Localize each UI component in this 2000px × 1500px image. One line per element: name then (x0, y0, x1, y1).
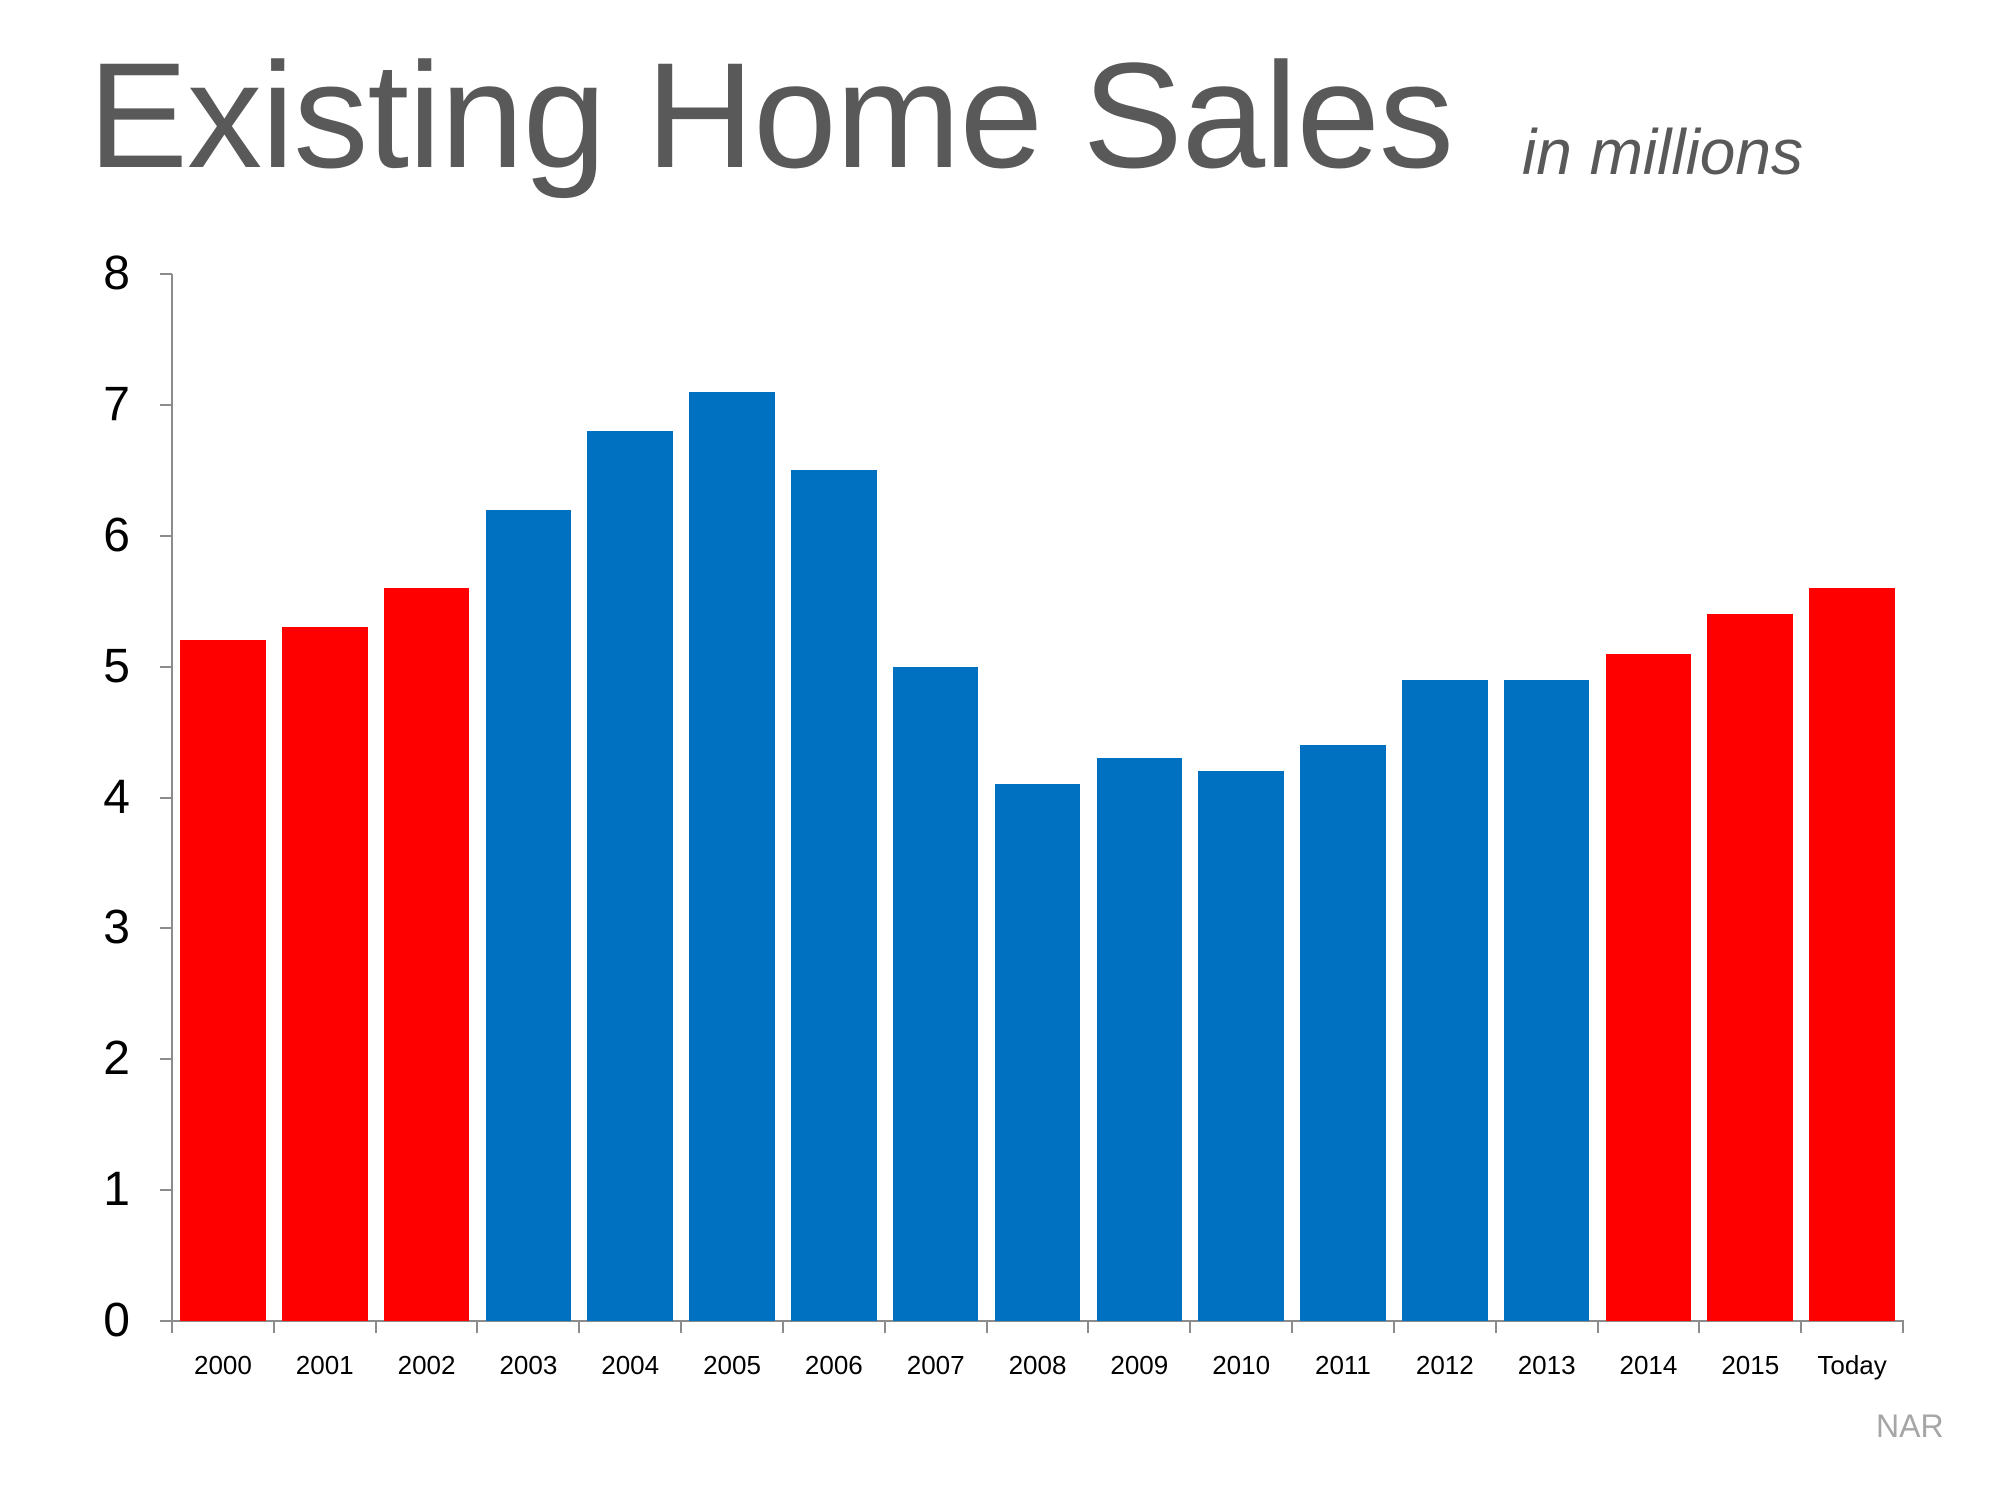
chart-subtitle: in millions (1522, 116, 1803, 188)
x-tick (171, 1321, 173, 1333)
x-tick (1596, 1321, 1599, 1333)
x-tick-label: 2004 (601, 1350, 660, 1380)
source-label: NAR (1876, 1408, 1944, 1444)
y-tick (160, 1189, 172, 1192)
x-tick-label: 2007 (906, 1350, 965, 1380)
y-tick (160, 534, 172, 537)
y-tick-label: 6 (103, 508, 130, 562)
x-tick (1800, 1321, 1803, 1333)
x-tick (476, 1321, 479, 1333)
y-tick-label: 8 (103, 247, 130, 300)
y-tick-label: 2 (103, 1032, 130, 1086)
x-tick-label: 2003 (499, 1350, 558, 1380)
x-tick-label: Today (1817, 1350, 1887, 1380)
x-tick-label: 2010 (1212, 1350, 1271, 1380)
bar-2004 (587, 431, 673, 1321)
x-tick (578, 1321, 581, 1333)
x-tick (1189, 1321, 1192, 1333)
bar-2014 (1605, 653, 1692, 1321)
x-tick (985, 1321, 988, 1333)
x-tick-label: 2002 (397, 1350, 456, 1380)
x-tick (1494, 1321, 1497, 1333)
x-tick-label: 2009 (1110, 1350, 1169, 1380)
bar-2015 (1707, 614, 1794, 1321)
x-tick (1392, 1321, 1395, 1333)
x-tick (374, 1321, 377, 1333)
y-tick (160, 403, 172, 406)
bar-2003 (485, 509, 572, 1321)
x-tick-label: 2014 (1619, 1350, 1678, 1380)
bar-2010 (1198, 771, 1284, 1321)
x-tick-label: 2011 (1314, 1350, 1371, 1380)
y-axis-line (171, 274, 173, 1322)
bar-2013 (1503, 679, 1590, 1321)
x-tick (883, 1321, 886, 1333)
x-tick-label: 2005 (703, 1350, 761, 1380)
bar-2008 (994, 784, 1081, 1321)
x-tick (272, 1321, 275, 1333)
x-tick (781, 1321, 784, 1333)
y-tick-label: 1 (103, 1163, 130, 1217)
chart-title: Existing Home Sales (88, 31, 1454, 199)
y-tick-label: 4 (103, 770, 130, 824)
y-tick (160, 1058, 172, 1061)
y-tick (160, 927, 172, 930)
plot-area (172, 274, 1903, 1321)
x-tick-label: 2006 (804, 1350, 863, 1380)
x-tick-label: 2000 (193, 1350, 252, 1380)
x-tick-label: 2015 (1721, 1350, 1780, 1380)
bar-2006 (791, 470, 877, 1321)
y-tick (160, 273, 172, 275)
bar-2011 (1300, 745, 1386, 1321)
bar-2005 (689, 391, 775, 1321)
y-tick-label: 0 (103, 1294, 130, 1347)
x-tick-label: 2008 (1008, 1350, 1067, 1380)
x-tick (1698, 1321, 1701, 1333)
x-tick-label: 2001 (295, 1350, 354, 1380)
x-tick (1291, 1321, 1294, 1333)
x-tick (1902, 1321, 1904, 1333)
bar-2012 (1402, 679, 1488, 1321)
x-tick (1087, 1321, 1090, 1333)
bar-2002 (383, 588, 470, 1321)
y-tick (160, 796, 172, 799)
bar-today (1809, 588, 1895, 1321)
x-tick-label: 2012 (1415, 1350, 1474, 1380)
y-tick-label: 7 (103, 377, 130, 431)
bar-2001 (281, 627, 368, 1321)
x-tick (680, 1321, 683, 1333)
bar-2000 (180, 640, 266, 1321)
x-axis-line (160, 1320, 1904, 1322)
bar-2009 (1096, 758, 1183, 1321)
bar-2007 (892, 666, 979, 1321)
y-tick (160, 665, 172, 668)
x-tick-label: 2013 (1517, 1350, 1576, 1380)
y-tick-label: 5 (103, 639, 130, 693)
y-tick-label: 3 (103, 901, 130, 955)
